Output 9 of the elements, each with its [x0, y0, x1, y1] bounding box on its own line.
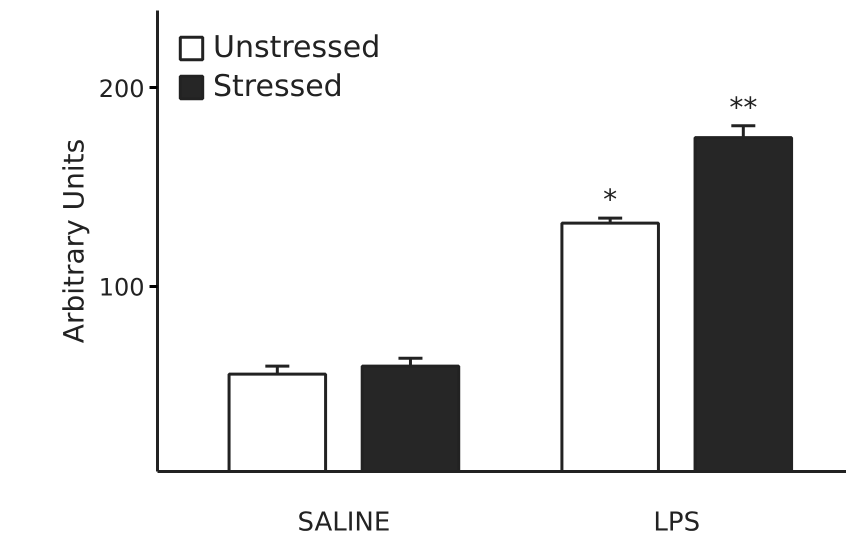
- annotation: *: [603, 183, 618, 216]
- y-axis-title: Arbitrary Units: [58, 138, 91, 344]
- y-tick-label: 100: [98, 274, 145, 302]
- annotation: **: [729, 90, 758, 124]
- legend-label: Stressed: [213, 69, 343, 104]
- x-tick-label: SALINE: [297, 508, 390, 538]
- legend-label: Unstressed: [213, 30, 380, 65]
- x-tick-label: LPS: [653, 508, 700, 538]
- y-tick-label: 200: [98, 74, 145, 103]
